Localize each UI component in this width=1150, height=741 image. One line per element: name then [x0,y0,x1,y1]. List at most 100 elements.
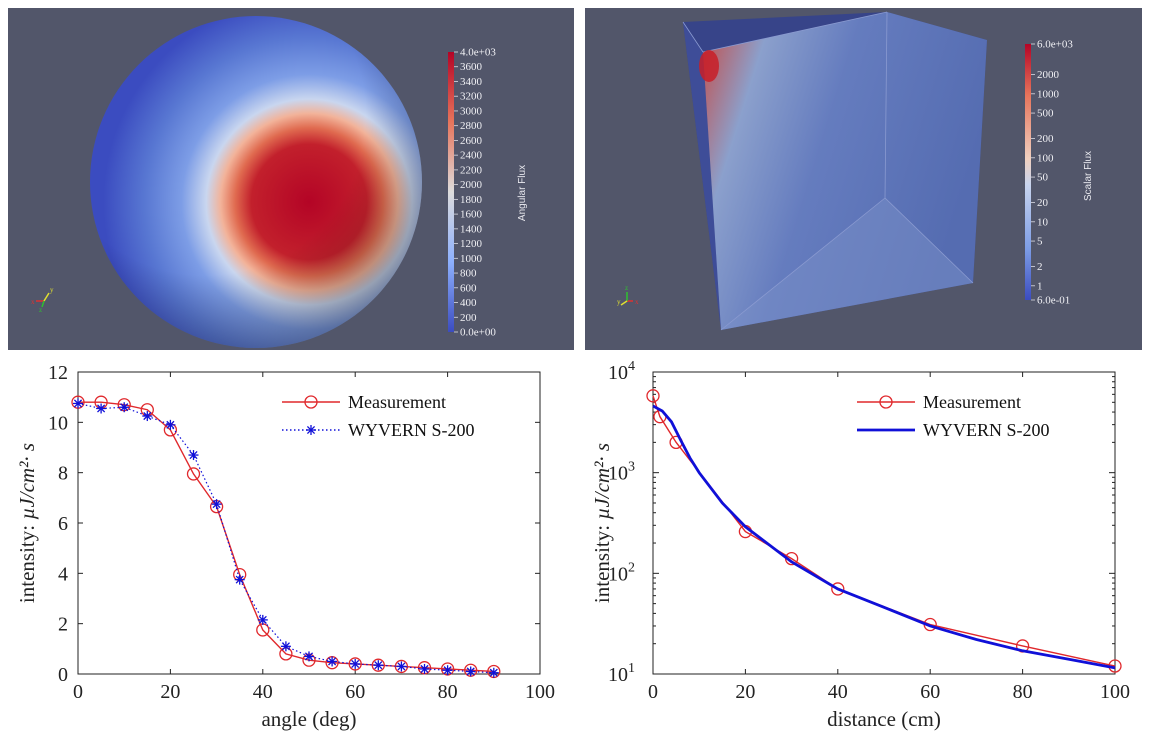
x-tick-label: 20 [735,681,755,703]
data-point-wyvern [280,641,291,652]
colorbar-tick-label: 6.0e+03 [1037,39,1073,51]
data-point-measurement [646,389,660,403]
colorbar-tick-label: 200 [1037,133,1054,145]
colorbar-tick-label: 3000 [460,105,483,117]
colorbar-tick-label: 1800 [460,194,483,206]
x-tick-label: 100 [1100,681,1130,703]
y-axis-label: intensity: µJ/cm²· s [15,443,39,603]
orientation-axes: z y x [617,284,639,306]
colorbar-tick-label: 3600 [460,61,483,73]
y-tick-label: 8 [58,463,68,485]
colorbar-tick-label: 2600 [460,135,483,147]
y-tick-label: 104 [608,359,635,384]
data-point-wyvern [396,661,407,672]
plot-frame [652,371,1116,675]
data-point-wyvern [257,614,268,625]
data-point-wyvern [350,658,361,669]
colorbar-tick-label: 2400 [460,150,483,162]
data-point-wyvern [488,667,499,678]
x-tick-label: 100 [525,681,555,703]
data-point-measurement [348,657,362,671]
colorbar-tick-label: 1000 [460,253,483,265]
x-tick-label: 20 [160,681,180,703]
data-point-wyvern [188,450,199,461]
colorbar-tick-label: 10 [1037,216,1049,228]
colorbar-tick-label: 2800 [460,120,483,132]
data-point-wyvern [73,398,83,409]
colorbar-tick-label: 1 [1037,280,1043,292]
x-tick-label: 80 [438,681,458,703]
x-tick-label: 0 [73,681,83,703]
scalar-flux-render: 6.0e+03 2000 1000 500 200 100 50 20 10 5 2 1 6.0e-01… [585,8,1142,350]
data-point-wyvern [442,665,453,676]
orientation-axes: x z y [31,286,54,314]
svg-text:z: z [625,284,628,292]
series-line-wyvern [652,404,1116,670]
y-tick-label: 2 [58,614,68,636]
colorbar-tick-label: 500 [1037,108,1054,120]
x-tick-label: 0 [648,681,658,703]
svg-text:y: y [617,298,621,306]
angular-flux-view: 4.0e+03 3600 3400 3200 3000 2800 2600 2400 2200 2… [8,8,574,350]
colorbar-tick-label: 5 [1037,236,1043,248]
data-point-wyvern [465,666,476,677]
y-tick-label: 4 [58,563,68,585]
legend-label: WYVERN S-200 [923,420,1050,440]
colorbar-labels: 4.0e+03 3600 3400 3200 3000 2800 2600 2400 2200 2… [454,47,496,339]
data-point-wyvern [142,411,153,422]
colorbar-tick-label: 1200 [460,238,483,250]
angular-flux-render: 4.0e+03 3600 3400 3200 3000 2800 2600 2400 2200 2… [8,8,574,350]
data-point-wyvern [165,419,176,430]
legend-marker [879,395,893,409]
x-tick-label: 40 [253,681,273,703]
colorbar-title: Scalar Flux [1083,151,1094,201]
legend-label: Measurement [923,392,1021,412]
data-point-wyvern [304,651,314,662]
colorbar [1025,44,1031,300]
angle-chart-svg: 0 20 40 60 80 100 0 2 4 6 8 10 12 angle (deg) intensit… [15,362,555,731]
colorbar [448,52,454,332]
colorbar-tick-label: 20 [1037,197,1049,209]
colorbar-labels: 6.0e+03 2000 1000 500 200 100 50 20 10 5 2 1 6.0e-01 [1031,39,1073,307]
legend-label: WYVERN S-200 [348,420,475,440]
scalar-flux-view: 6.0e+03 2000 1000 500 200 100 50 20 10 5 2 1 6.0e-01… [585,8,1142,350]
y-tick-label: 101 [608,661,635,686]
data-point-wyvern [119,402,130,413]
colorbar-tick-label: 3400 [460,76,483,88]
angle-chart: 0 20 40 60 80 100 0 2 4 6 8 10 12 angle (deg) intensit… [0,358,575,737]
x-tick-label: 60 [920,681,940,703]
colorbar-tick-label: 3200 [460,91,483,103]
colorbar-tick-label: 1600 [460,209,483,221]
colorbar-tick-label: 4.0e+03 [460,47,496,59]
colorbar-tick-label: 1400 [460,223,483,235]
colorbar-tick-label: 6.0e-01 [1037,295,1070,307]
legend-label: Measurement [348,392,446,412]
colorbar-tick-label: 2000 [460,179,483,191]
svg-text:x: x [31,298,35,306]
x-tick-label: 40 [828,681,848,703]
x-tick-label: 60 [345,681,365,703]
colorbar-tick-label: 2200 [460,164,483,176]
svg-text:z: z [39,306,42,314]
colorbar-tick-label: 200 [460,312,477,324]
legend-marker [306,425,316,435]
colorbar-tick-label: 2000 [1037,69,1060,81]
colorbar-tick-label: 100 [1037,152,1054,164]
colorbar-tick-label: 2 [1037,261,1043,273]
colorbar-tick-label: 800 [460,268,477,280]
svg-text:y: y [50,286,54,294]
data-point-wyvern [419,663,430,674]
data-point-measurement [831,582,845,596]
y-axis-label: intensity: µJ/cm²· s [590,443,614,603]
distance-chart: 0 20 40 60 80 100 101 102 103 104 distance (cm) int… [575,358,1150,737]
y-tick-label: 0 [58,664,68,686]
y-tick-label: 10 [48,412,68,434]
data-point-wyvern [373,660,384,671]
x-tick-label: 80 [1013,681,1033,703]
data-point-measurement [371,658,385,672]
colorbar-tick-label: 50 [1037,172,1049,184]
legend-marker [304,395,318,409]
data-point-measurement [186,467,201,481]
x-axis-label: distance (cm) [827,707,941,731]
